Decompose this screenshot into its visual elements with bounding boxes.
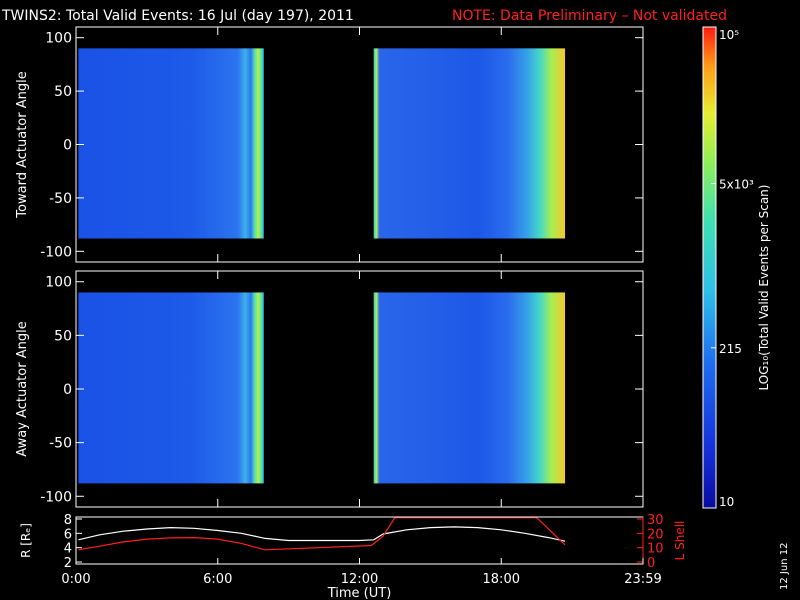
heatmap-block: [373, 48, 566, 239]
x-tick-label: 6:00: [203, 572, 232, 587]
date-stamp: 12 Jun 12: [779, 543, 790, 590]
heatmap-block: [373, 292, 566, 484]
x-tick-label: 18:00: [483, 572, 520, 587]
y-tick-label: -100: [40, 489, 72, 505]
y-tick-label: 8: [64, 513, 72, 528]
heatmap-block: [78, 48, 264, 239]
y-tick-label: 6: [64, 527, 72, 542]
y-axis-label: Away Actuator Angle: [15, 321, 30, 456]
y-tick-label-right: 10: [647, 542, 664, 557]
colorbar-label: LOG₁₀(Total Valid Events per Scan): [757, 185, 771, 391]
y-tick-label: 100: [45, 31, 72, 47]
colorbar-tick-label: 10: [719, 495, 734, 509]
x-tick-label: 0:00: [61, 572, 90, 587]
y-tick-label-right: 30: [647, 513, 664, 528]
y-axis-label: Toward Actuator Angle: [15, 71, 30, 218]
x-tick-label: 23:59: [624, 572, 661, 587]
colorbar-gradient: [702, 26, 717, 509]
y-tick-label: 2: [64, 556, 72, 571]
y-tick-label: -100: [40, 244, 72, 260]
x-tick-label: 12:00: [341, 572, 378, 587]
y-tick-label-right: 0: [647, 556, 655, 571]
heatmap-block: [78, 292, 264, 484]
y-tick-label: -50: [49, 436, 72, 452]
y-tick-label: 0: [63, 382, 72, 398]
y-tick-label: 4: [64, 542, 72, 557]
y-axis-label-right: L Shell: [673, 521, 687, 561]
r-series-line: [78, 526, 566, 542]
colorbar-tick-label: 215: [719, 342, 742, 356]
y-tick-label: 0: [63, 138, 72, 154]
l-shell-series-line: [78, 516, 566, 551]
colorbar-tick-label: 5x10³: [719, 177, 754, 191]
y-tick-label: 50: [54, 84, 72, 100]
y-axis-label-left: R [Rₑ]: [19, 523, 33, 558]
preliminary-note: NOTE: Data Preliminary – Not validated: [452, 8, 727, 24]
y-tick-label: 100: [45, 275, 72, 291]
colorbar-tick-label: 10⁵: [719, 28, 739, 42]
colorbar: 10⁵ 5x10³ 215 10 LOG₁₀(Total Valid Events pe…: [702, 26, 771, 509]
y-tick-label-right: 20: [647, 527, 664, 542]
chart-title: TWINS2: Total Valid Events: 16 Jul (day …: [1, 8, 354, 24]
y-tick-label: -50: [49, 191, 72, 207]
y-tick-label: 50: [54, 328, 72, 344]
x-axis-label: Time (UT): [327, 586, 392, 600]
